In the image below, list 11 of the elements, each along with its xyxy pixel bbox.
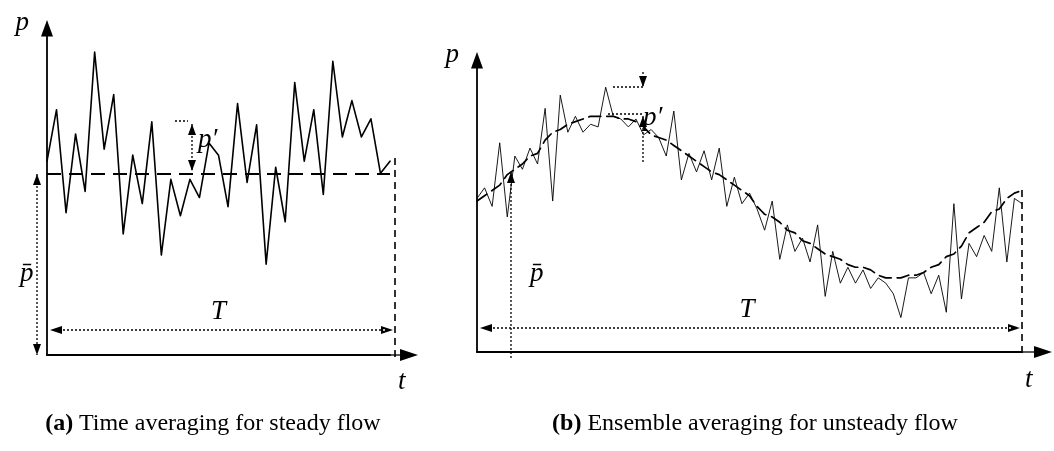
- text: (b) Ensemble averaging for unsteady flow: [552, 409, 959, 435]
- x-axis-title: t: [398, 364, 407, 395]
- x-axis-title: t: [1025, 362, 1034, 393]
- text: (a) Time averaging for steady flow: [45, 409, 382, 435]
- annotation: p̄: [528, 256, 544, 287]
- annotation: T: [739, 292, 757, 323]
- y-axis-title: p: [443, 37, 459, 68]
- annotation: T: [211, 294, 228, 325]
- y-axis-title: p: [13, 5, 29, 36]
- annotation: p′: [196, 122, 219, 153]
- text: p̄: [18, 256, 34, 287]
